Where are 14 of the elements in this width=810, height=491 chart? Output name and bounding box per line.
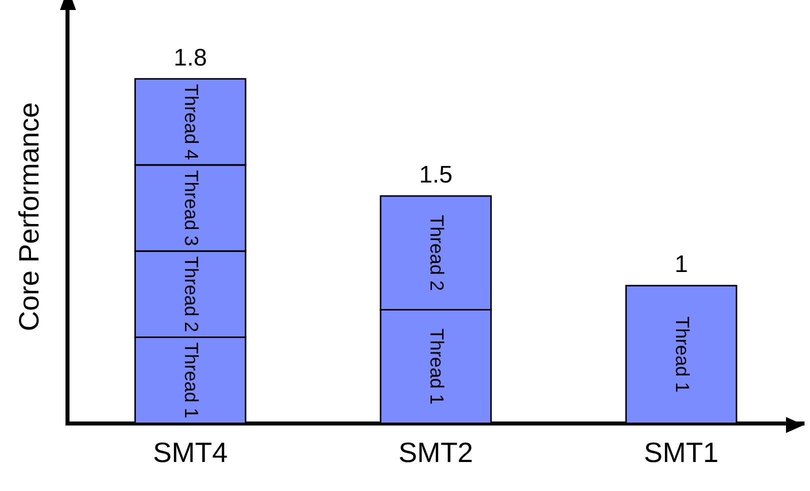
text: Thread 2 — [426, 214, 447, 291]
series-label: Thread 4 — [180, 84, 202, 160]
x-tick-label: SMT2 — [398, 436, 474, 468]
y-axis-title: Core Performance — [14, 102, 45, 332]
annotation: 1.5 — [419, 162, 452, 189]
text: Thread 1 — [671, 316, 692, 393]
annotation: 1.8 — [174, 44, 208, 72]
x-tick-label: SMT4 — [152, 436, 228, 468]
series-label: Thread 1 — [180, 342, 202, 418]
annotation: 1 — [674, 251, 688, 278]
text: Thread 1 — [426, 328, 447, 405]
x-tick-label: SMT1 — [644, 436, 719, 468]
series-label: Thread 3 — [180, 170, 202, 246]
series-label: Thread 2 — [180, 256, 202, 332]
